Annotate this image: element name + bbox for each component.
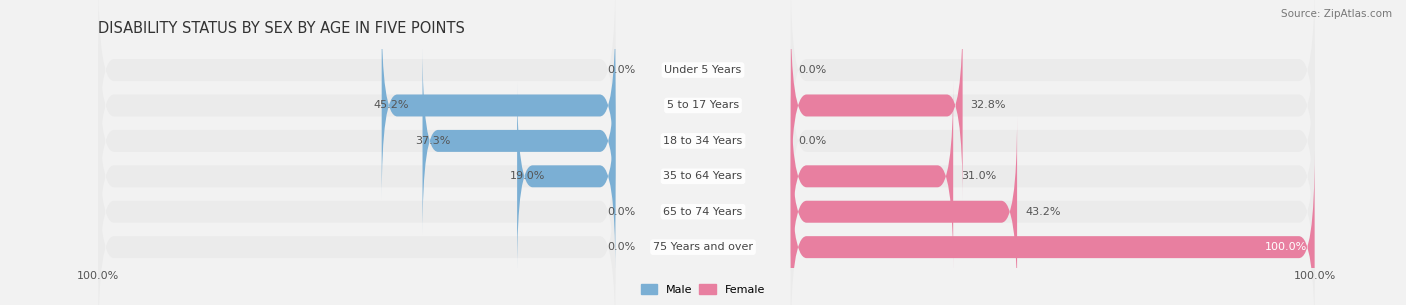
Text: 0.0%: 0.0%: [607, 65, 636, 75]
Text: 37.3%: 37.3%: [415, 136, 450, 146]
Text: 18 to 34 Years: 18 to 34 Years: [664, 136, 742, 146]
FancyBboxPatch shape: [98, 152, 616, 305]
FancyBboxPatch shape: [790, 10, 1315, 201]
FancyBboxPatch shape: [98, 0, 616, 165]
Text: DISABILITY STATUS BY SEX BY AGE IN FIVE POINTS: DISABILITY STATUS BY SEX BY AGE IN FIVE …: [98, 21, 465, 36]
Text: 100.0%: 100.0%: [1264, 242, 1306, 252]
FancyBboxPatch shape: [790, 152, 1315, 305]
FancyBboxPatch shape: [98, 10, 616, 201]
Text: Under 5 Years: Under 5 Years: [665, 65, 741, 75]
FancyBboxPatch shape: [790, 117, 1017, 305]
FancyBboxPatch shape: [517, 81, 616, 271]
FancyBboxPatch shape: [790, 152, 1315, 305]
Text: 43.2%: 43.2%: [1025, 207, 1060, 217]
Text: 32.8%: 32.8%: [970, 100, 1005, 110]
FancyBboxPatch shape: [790, 81, 1315, 271]
FancyBboxPatch shape: [98, 46, 616, 236]
FancyBboxPatch shape: [790, 10, 963, 201]
FancyBboxPatch shape: [790, 0, 1315, 165]
Text: 45.2%: 45.2%: [374, 100, 409, 110]
Text: 0.0%: 0.0%: [607, 207, 636, 217]
Legend: Male, Female: Male, Female: [637, 280, 769, 300]
Text: 75 Years and over: 75 Years and over: [652, 242, 754, 252]
Text: 0.0%: 0.0%: [607, 242, 636, 252]
Text: Source: ZipAtlas.com: Source: ZipAtlas.com: [1281, 9, 1392, 19]
Text: 35 to 64 Years: 35 to 64 Years: [664, 171, 742, 181]
FancyBboxPatch shape: [790, 46, 1315, 236]
Text: 19.0%: 19.0%: [509, 171, 544, 181]
FancyBboxPatch shape: [790, 117, 1315, 305]
Text: 0.0%: 0.0%: [799, 65, 827, 75]
FancyBboxPatch shape: [381, 10, 616, 201]
Text: 31.0%: 31.0%: [962, 171, 997, 181]
Text: 65 to 74 Years: 65 to 74 Years: [664, 207, 742, 217]
FancyBboxPatch shape: [98, 117, 616, 305]
FancyBboxPatch shape: [423, 46, 616, 236]
Text: 0.0%: 0.0%: [799, 136, 827, 146]
FancyBboxPatch shape: [98, 81, 616, 271]
Text: 5 to 17 Years: 5 to 17 Years: [666, 100, 740, 110]
FancyBboxPatch shape: [790, 81, 953, 271]
